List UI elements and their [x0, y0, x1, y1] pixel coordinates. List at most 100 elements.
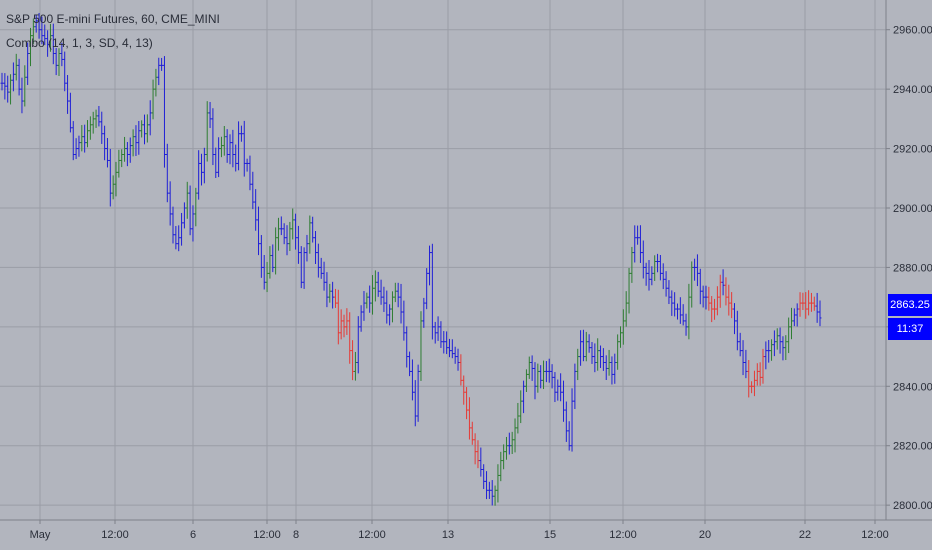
price-bar — [710, 296, 714, 323]
price-bar — [282, 223, 286, 245]
price-bar — [661, 263, 665, 290]
price-bar — [336, 289, 340, 345]
price-bar — [271, 244, 275, 273]
price-bar — [524, 369, 528, 393]
y-tick-label: 2840.00 — [893, 381, 932, 393]
price-bar — [735, 310, 739, 351]
price-bar — [162, 56, 166, 168]
price-bar — [248, 155, 252, 191]
price-bar — [633, 225, 637, 263]
price-bar — [29, 27, 33, 67]
price-bar — [630, 246, 634, 283]
price-bar — [479, 447, 483, 477]
price-bar — [74, 138, 78, 160]
price-bar — [542, 360, 546, 390]
price-bar — [43, 24, 47, 46]
price-bar — [148, 100, 152, 136]
price-bar — [228, 134, 232, 165]
price-bar — [48, 23, 52, 52]
price-bar — [718, 274, 722, 308]
price-bar — [11, 62, 15, 92]
price-bar — [738, 332, 742, 357]
price-bar — [507, 432, 511, 455]
price-bar — [91, 111, 95, 134]
price-bar — [185, 181, 189, 219]
price-bar — [781, 336, 785, 361]
price-bar — [296, 225, 300, 264]
y-tick-label: 2880.00 — [893, 262, 932, 274]
price-bar — [339, 309, 343, 340]
price-bar — [140, 120, 144, 138]
price-bar — [100, 111, 104, 144]
price-bar — [519, 390, 523, 424]
price-bar — [425, 268, 429, 310]
price-bar — [593, 343, 597, 373]
price-bar — [20, 77, 24, 114]
price-bar — [103, 125, 107, 161]
price-bar — [644, 262, 648, 286]
price-bar — [242, 120, 246, 177]
price-bar — [430, 243, 434, 340]
y-tick-label: 2920.00 — [893, 144, 932, 156]
x-tick-label: 6 — [190, 529, 196, 541]
x-tick-label: 13 — [442, 529, 454, 541]
price-bar — [77, 135, 81, 157]
price-bar — [778, 327, 782, 354]
price-bar — [465, 387, 469, 420]
price-bar — [485, 471, 489, 500]
price-bar — [447, 338, 451, 358]
price-bar — [621, 309, 625, 345]
price-bar — [86, 120, 90, 148]
price-bar — [316, 243, 320, 278]
grid — [0, 0, 886, 520]
price-bar — [470, 421, 474, 445]
price-bar — [795, 303, 799, 327]
price-bar — [402, 300, 406, 341]
price-bar — [351, 340, 355, 381]
price-bar — [131, 129, 135, 157]
price-bar — [165, 143, 169, 203]
price-bar — [533, 362, 537, 400]
price-bar — [713, 298, 717, 320]
price-bar — [784, 335, 788, 361]
price-bar — [311, 216, 315, 243]
price-bar — [328, 283, 332, 303]
x-tick-label: 12:00 — [609, 529, 637, 541]
price-bar — [684, 313, 688, 336]
price-bar — [251, 171, 255, 210]
y-tick-label: 2960.00 — [893, 25, 932, 37]
y-tick-label: 2900.00 — [893, 203, 932, 215]
price-bar — [120, 149, 124, 168]
price-bar — [433, 321, 437, 344]
price-bar — [83, 124, 87, 153]
price-bar — [581, 329, 585, 362]
price-bar — [268, 246, 272, 279]
price-bar — [544, 361, 548, 383]
price-bar — [422, 297, 426, 328]
price-bar — [362, 291, 366, 321]
price-bar — [522, 380, 526, 414]
price-bar — [180, 212, 184, 246]
price-axis[interactable]: 2800.002820.002840.002860.002880.002900.… — [886, 25, 932, 512]
price-bar — [579, 330, 583, 366]
price-bar — [51, 23, 55, 65]
price-bar — [66, 75, 70, 114]
x-tick-label: 12:00 — [861, 529, 889, 541]
price-bar — [690, 261, 694, 308]
price-bar — [308, 215, 312, 254]
indicator-label[interactable]: Combo (14, 1, 3, SD, 4, 13) — [6, 36, 153, 50]
price-bar — [527, 356, 531, 379]
price-bar — [365, 292, 369, 309]
price-bar — [616, 334, 620, 370]
price-bar — [71, 121, 75, 161]
price-bar — [695, 254, 699, 287]
price-bar — [239, 125, 243, 142]
price-bar — [191, 205, 195, 242]
price-bar — [145, 114, 149, 143]
price-bar — [46, 30, 50, 57]
price-bar — [6, 75, 10, 103]
price-bar — [177, 225, 181, 252]
time-axis[interactable]: May 12:00 6 12:00 8 12:00 13 15 12:00 20 22 12:00 — [30, 520, 889, 541]
price-bar — [467, 397, 471, 440]
